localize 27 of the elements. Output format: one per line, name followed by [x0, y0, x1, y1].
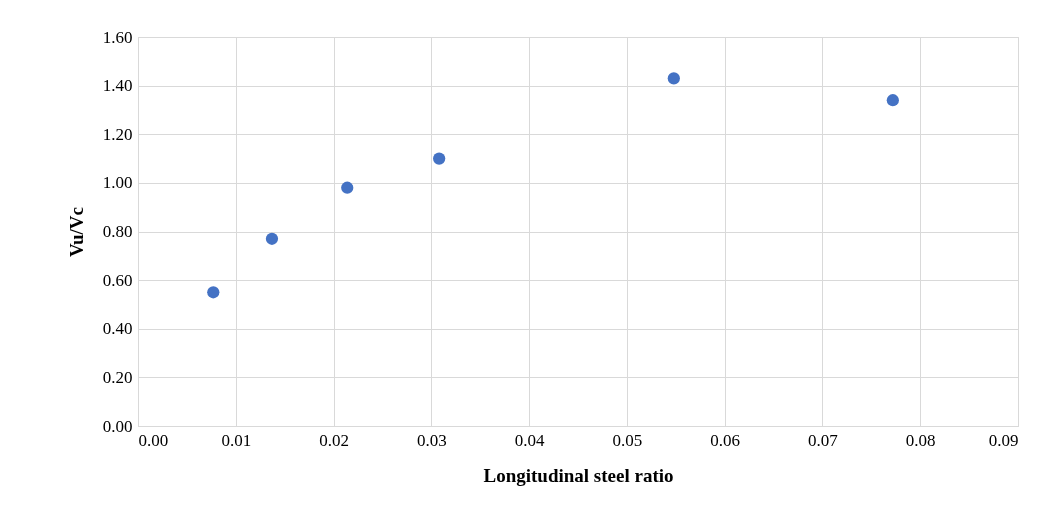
y-tick-label: 0.00: [102, 416, 133, 436]
x-axis-title: Longitudinal steel ratio: [483, 464, 674, 486]
x-tick-label: 0.02: [319, 430, 349, 450]
y-axis-title: Vu/Vc: [65, 207, 87, 257]
x-tick-label: 0.01: [221, 430, 252, 450]
y-tick-label: 1.20: [102, 124, 133, 144]
x-tick-label: 0.03: [416, 430, 447, 450]
x-tick-label: 0.04: [514, 430, 545, 450]
x-tick-label: 0.00: [138, 430, 169, 450]
point: [886, 94, 899, 107]
x-tick-label: 0.09: [988, 430, 1019, 450]
point: [433, 152, 446, 165]
y-tick-label: 0.20: [102, 367, 133, 387]
y-tick-label: 0.40: [102, 319, 133, 339]
point: [667, 72, 680, 85]
y-tick-label: 1.00: [102, 173, 133, 193]
y-tick-label: 0.60: [102, 270, 133, 290]
point: [341, 181, 354, 194]
point: [207, 286, 220, 299]
x-tick-label: 0.07: [808, 430, 839, 450]
y-tick-label: 1.60: [102, 27, 133, 47]
x-tick-label: 0.06: [710, 430, 741, 450]
point: [265, 232, 279, 245]
x-tick-label: 0.08: [905, 430, 936, 450]
y-tick-label: 1.40: [102, 76, 133, 96]
x-tick-label: 0.05: [612, 430, 643, 450]
y-tick-label: 0.80: [102, 222, 133, 241]
